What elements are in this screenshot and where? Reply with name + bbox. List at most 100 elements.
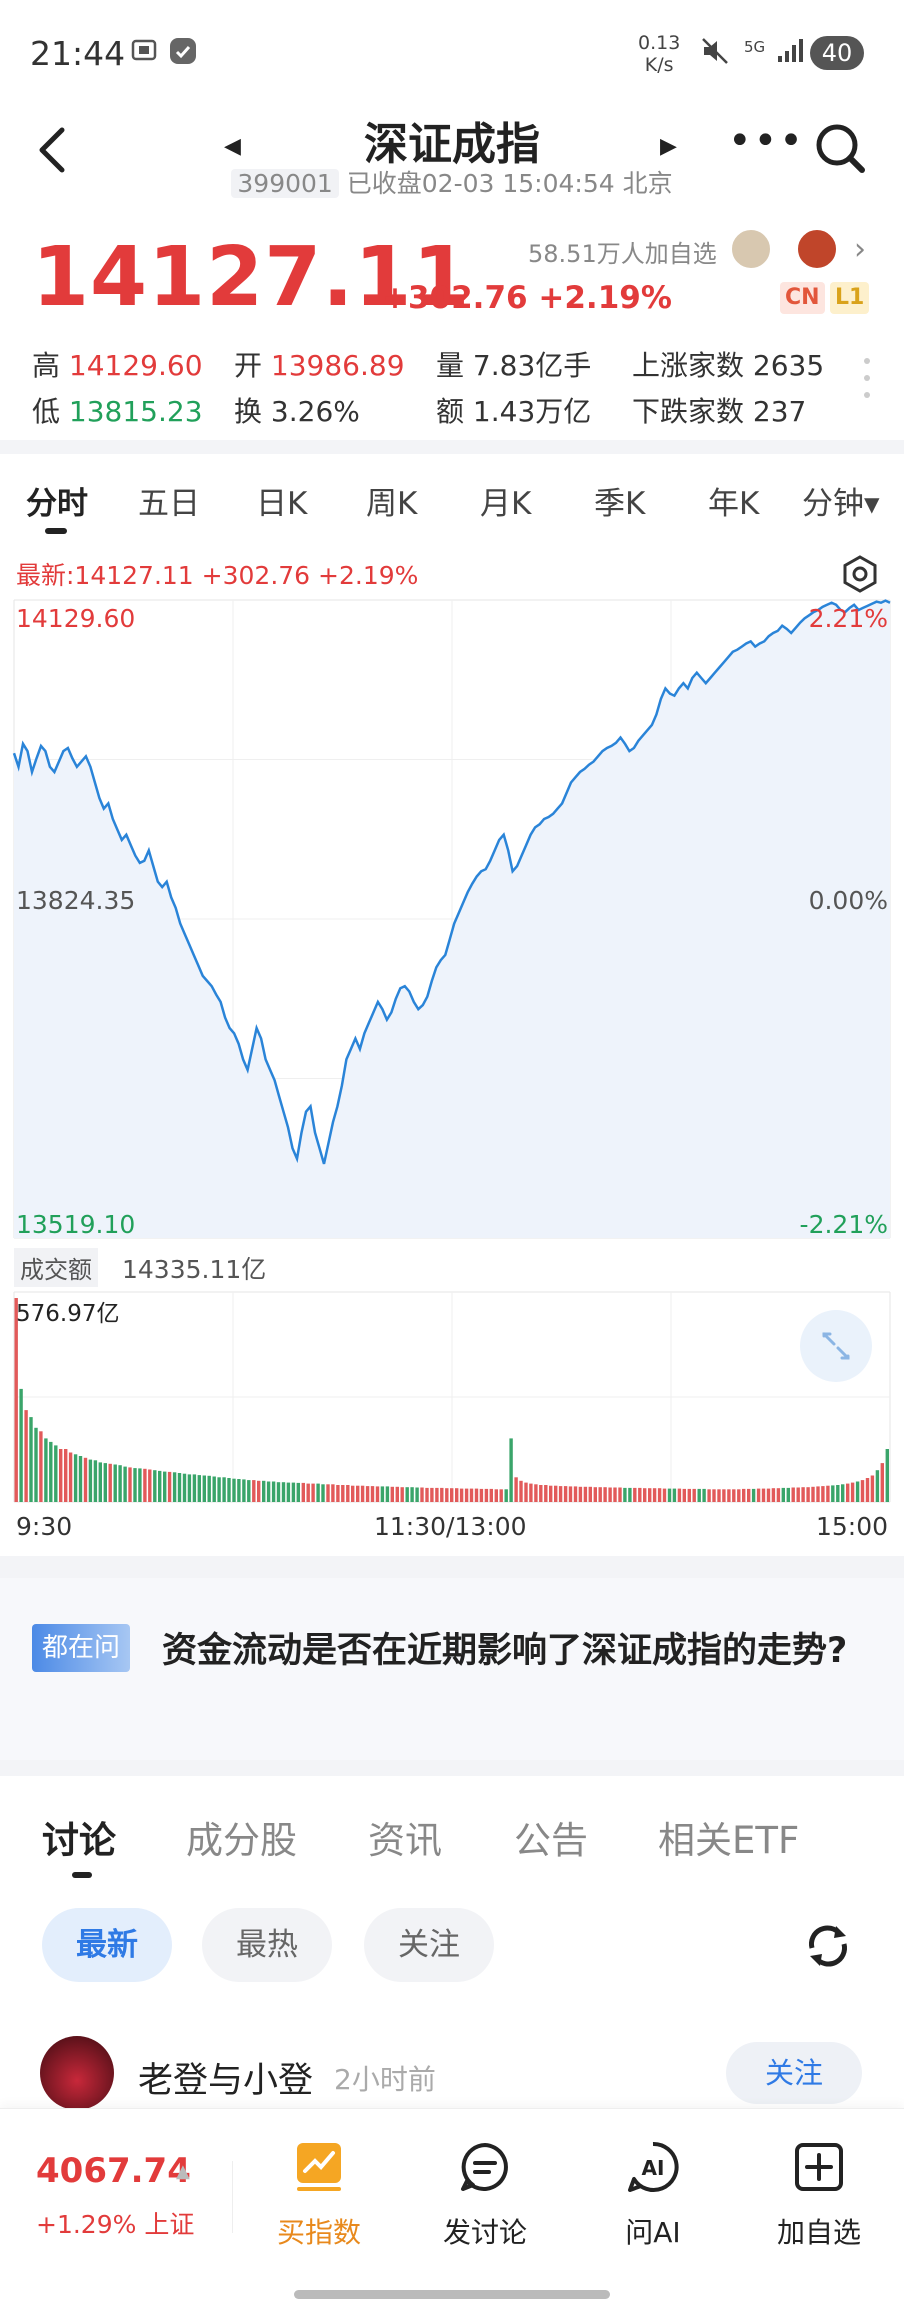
volume-bar (737, 1489, 741, 1502)
volume-bar (781, 1487, 785, 1502)
volume-bar (499, 1489, 503, 1502)
stat-turnover: 换 3.26% (234, 395, 360, 428)
add-watchlist-button[interactable]: 加自选 (754, 2139, 884, 2251)
tab-quarterly-k[interactable]: 季K (594, 486, 646, 522)
volume-bar (143, 1468, 147, 1502)
gear-icon (843, 555, 877, 593)
follower-avatar (796, 228, 838, 270)
volume-bar (212, 1476, 216, 1502)
signal-type: 5G (744, 38, 766, 56)
tab-yearly-k[interactable]: 年K (708, 486, 760, 522)
tab-weekly-k[interactable]: 周K (366, 486, 418, 522)
volume-bar (657, 1488, 662, 1502)
volume-bar (19, 1388, 23, 1502)
volume-bar (459, 1488, 464, 1502)
volume-bar (49, 1441, 53, 1502)
home-indicator[interactable] (294, 2290, 610, 2299)
question-card[interactable]: 都在问 资金流动是否在近期影响了深证成指的走势? (0, 1578, 904, 1760)
post-discussion-button[interactable]: 发讨论 (420, 2139, 550, 2251)
filter-latest[interactable]: 最新 (42, 1908, 172, 1982)
filter-hottest[interactable]: 最热 (202, 1908, 332, 1982)
follower-count[interactable]: 58.51万人加自选 (528, 240, 717, 268)
volume-bar (380, 1486, 385, 1502)
chevron-right-icon[interactable]: › (854, 232, 866, 267)
market-status: 399001 已收盘02-03 15:04:54 北京 (0, 164, 904, 200)
volume-bar (262, 1480, 266, 1502)
shanghai-index-value[interactable]: 4067.74 (36, 2151, 191, 2191)
tab-daily-k[interactable]: 日K (256, 486, 308, 522)
tab-discussion[interactable]: 讨论 (42, 1819, 116, 1862)
tab-constituents[interactable]: 成分股 (186, 1819, 297, 1862)
volume-bar (39, 1431, 43, 1502)
stat-low: 低 13815.23 (32, 395, 203, 428)
next-index-arrow[interactable]: ▶ (660, 134, 677, 159)
volume-bar (816, 1486, 820, 1502)
volume-bar (44, 1438, 48, 1502)
tab-five-day[interactable]: 五日 (138, 486, 200, 522)
volume-bar (222, 1477, 226, 1502)
volume-bar (479, 1488, 484, 1502)
tab-minute-dropdown[interactable]: 分钟▾ (802, 486, 880, 522)
refresh-button[interactable] (800, 1918, 856, 1974)
chart-legend: 最新:14127.11 +302.76 +2.19% (16, 561, 419, 590)
buy-index-button[interactable]: 买指数 (254, 2139, 384, 2251)
volume-bar (796, 1487, 800, 1502)
previous-index-arrow[interactable]: ◀ (224, 134, 241, 159)
back-button[interactable] (32, 122, 72, 178)
pct-mid-label: 0.00% (808, 886, 888, 915)
volume-bar (593, 1487, 597, 1502)
volume-bar (826, 1485, 830, 1502)
bottom-bar: 4067.74 ▲ +1.29% 上证 买指数 发讨论 AI 问AI 加自选 (0, 2108, 904, 2316)
tab-intraday[interactable]: 分时 (26, 486, 88, 522)
intraday-chart[interactable]: 最新:14127.11 +302.76 +2.19% 14129.60 2.21… (0, 544, 904, 1544)
tab-related-etf[interactable]: 相关ETF (658, 1819, 800, 1862)
tab-news[interactable]: 资讯 (368, 1819, 442, 1862)
volume-bar (806, 1487, 810, 1502)
volume-bar (266, 1481, 271, 1502)
volume-bar (153, 1470, 157, 1502)
question-tag: 都在问 (32, 1624, 131, 1672)
volume-bar (281, 1482, 286, 1502)
follower-avatar (730, 228, 772, 270)
volume-bar (583, 1486, 588, 1502)
more-menu-button[interactable]: ••• (728, 118, 805, 164)
volume-bar (712, 1489, 716, 1502)
question-text[interactable]: 资金流动是否在近期影响了深证成指的走势? (162, 1631, 848, 1671)
volume-total: 14335.11亿 (122, 1255, 267, 1284)
expand-stats-icon[interactable] (864, 358, 870, 402)
shanghai-index-change[interactable]: +1.29% 上证 (36, 2210, 195, 2239)
volume-bar (643, 1488, 647, 1502)
post-author[interactable]: 老登与小登 (138, 2061, 314, 2101)
page-title: 深证成指 (364, 119, 540, 170)
avatar[interactable] (40, 2036, 114, 2110)
volume-bar (415, 1487, 419, 1502)
volume-bar (509, 1438, 513, 1502)
volume-bar (370, 1486, 375, 1502)
search-button[interactable] (812, 120, 868, 176)
tab-announcements[interactable]: 公告 (514, 1819, 588, 1862)
triangle-up-icon: ▲ (176, 2161, 190, 2182)
filter-following[interactable]: 关注 (364, 1908, 494, 1982)
volume-bar (123, 1466, 127, 1502)
post-discussion-label: 发讨论 (442, 2216, 527, 2249)
volume-bar (558, 1486, 563, 1502)
pct-min-label: -2.21% (799, 1210, 888, 1239)
volume-bar (375, 1486, 380, 1502)
ask-ai-button[interactable]: AI 问AI (588, 2139, 718, 2251)
index-code: 399001 (231, 169, 339, 198)
mute-icon (700, 36, 730, 73)
volume-bar (687, 1488, 691, 1502)
volume-bar (385, 1486, 390, 1502)
tab-monthly-k[interactable]: 月K (480, 486, 532, 522)
follow-button[interactable]: 关注 (726, 2042, 862, 2104)
fullscreen-button[interactable] (800, 1310, 872, 1382)
status-bar: 21:44 0.13 K/s 5G 40 (0, 0, 904, 110)
chart-settings-button[interactable] (840, 554, 880, 594)
volume-bar (791, 1487, 795, 1502)
volume-bar (450, 1488, 454, 1502)
volume-bar (301, 1482, 305, 1502)
y-max-label: 14129.60 (16, 604, 136, 633)
clock: 21:44 (30, 34, 126, 73)
volume-bar (14, 1298, 18, 1502)
volume-bar (771, 1488, 776, 1502)
